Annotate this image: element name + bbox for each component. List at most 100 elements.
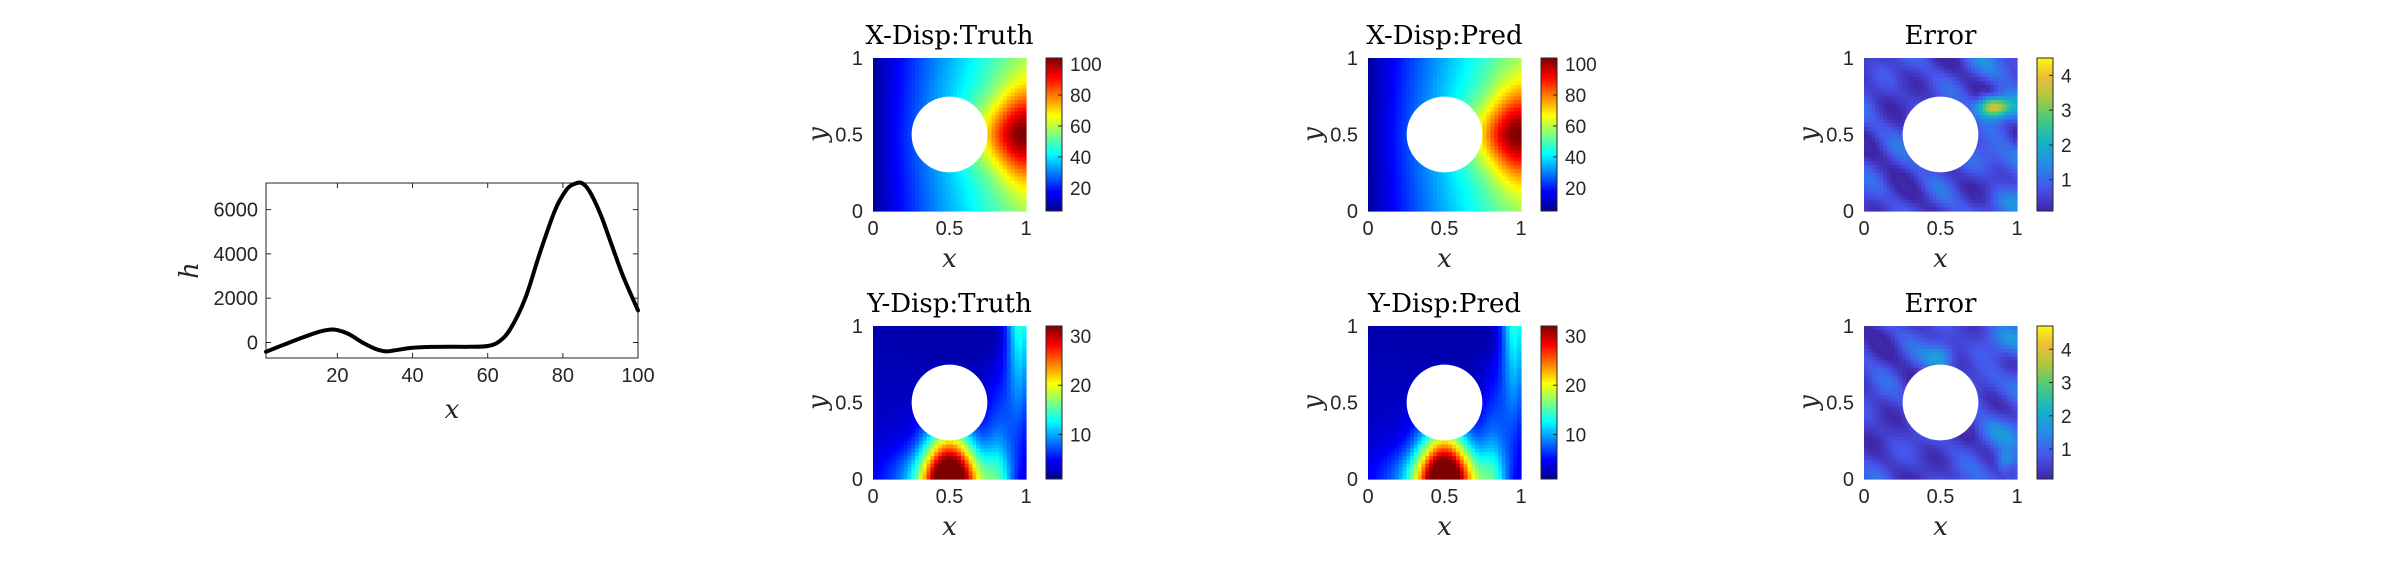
heatmap-cell [1890, 69, 1896, 74]
heatmap-cell [1022, 184, 1027, 189]
heatmap-cell [1974, 58, 1980, 63]
heatmap-cell [1368, 142, 1373, 147]
heatmap-cell [1997, 111, 2003, 116]
heatmap-cell [1003, 168, 1008, 174]
heatmap-cell [1394, 176, 1400, 181]
colorbar-segment [1046, 101, 1062, 105]
colorbar-segment [1046, 152, 1062, 156]
heatmap-cell [957, 77, 962, 82]
heatmap-cell [2009, 115, 2014, 120]
heatmap-cell [1003, 88, 1008, 94]
heatmap-cell [1879, 207, 1884, 212]
heatmap-cell [1925, 188, 1930, 193]
heatmap-cell [938, 65, 943, 71]
heatmap-cell [1490, 149, 1495, 155]
heatmap-cell [930, 184, 935, 189]
heatmap-cell [1440, 73, 1446, 78]
heatmap-cell [884, 107, 889, 113]
heatmap-cell [1494, 149, 1499, 155]
heatmap-cell [1883, 134, 1888, 139]
heatmap-cell [1402, 145, 1407, 151]
heatmap-cell [1444, 61, 1449, 67]
heatmap-cell [1486, 123, 1491, 128]
heatmap-cell [1886, 203, 1892, 208]
heatmap-cell [1517, 149, 1522, 155]
heatmap-cell [1379, 188, 1384, 193]
heatmap-cell [1436, 191, 1442, 197]
heatmap-cell [1371, 126, 1377, 132]
heatmap-cell [1990, 149, 1995, 155]
heatmap-cell [1022, 138, 1027, 143]
heatmap-cell [895, 96, 901, 101]
heatmap-cell [1513, 96, 1518, 101]
heatmap-cell [1486, 165, 1491, 170]
heatmap-cell [1490, 77, 1495, 82]
heatmap-cell [1864, 157, 1869, 162]
heatmap-cell [1994, 142, 1999, 147]
heatmap-cell [1478, 195, 1484, 201]
heatmap-cell [1379, 77, 1384, 82]
heatmap-cell [884, 176, 889, 181]
heatmap-cell [1406, 100, 1411, 105]
heatmap-cell [1875, 184, 1880, 189]
heatmap-cell [1990, 153, 1995, 159]
heatmap-cell [918, 199, 924, 204]
heatmap-cell [941, 80, 947, 86]
heatmap-cell [1967, 69, 1972, 74]
heatmap-cell [1498, 107, 1503, 113]
heatmap-cell [1379, 149, 1384, 155]
heatmap-cell [922, 188, 928, 193]
heatmap-cell [1394, 153, 1400, 159]
heatmap-cell [1997, 107, 2003, 113]
heatmap-cell [2013, 203, 2018, 208]
heatmap-cell [880, 88, 886, 94]
heatmap-cell [1375, 84, 1381, 90]
heatmap-cell [1967, 199, 1972, 204]
heatmap-cell [1379, 119, 1384, 124]
heatmap-cell [1890, 199, 1896, 204]
heatmap-cell [907, 168, 912, 174]
heatmap-cell [1425, 80, 1430, 86]
heatmap-cell [1936, 203, 1942, 208]
heatmap-cell [1368, 180, 1373, 185]
heatmap-cell [1394, 184, 1400, 189]
heatmap-cell [1375, 153, 1381, 159]
heatmap-cell [1471, 58, 1476, 63]
heatmap-cell [922, 172, 928, 178]
heatmap-cell [1371, 73, 1377, 78]
heatmap-cell [915, 176, 920, 181]
heatmap-cell [1486, 134, 1491, 139]
heatmap-cell [1871, 195, 1877, 201]
heatmap-cell [1951, 168, 1957, 174]
heatmap-cell [915, 88, 920, 94]
heatmap-cell [892, 103, 897, 109]
heatmap-cell [1475, 199, 1480, 204]
heatmap-cell [888, 203, 893, 208]
colorbar-tick-label: 80 [1070, 86, 1091, 107]
heatmap-cell [995, 73, 1000, 78]
heatmap-cell [1505, 80, 1511, 86]
heatmap-cell [1509, 61, 1514, 67]
heatmap-cell [1990, 73, 1995, 78]
heatmap-cell [873, 103, 878, 109]
heatmap-cell [1421, 176, 1426, 181]
heatmap-cell [1886, 84, 1892, 90]
heatmap-cell [1963, 84, 1968, 90]
heatmap-cell [1425, 180, 1430, 185]
heatmap-cell [1498, 103, 1503, 109]
heatmap-cell [1440, 199, 1446, 204]
heatmap-cell [1955, 69, 1961, 74]
heatmap-cell [892, 195, 897, 201]
heatmap-cell [1867, 184, 1873, 189]
heatmap-cell [991, 77, 996, 82]
heatmap-cell [930, 77, 935, 82]
heatmap-cell [1379, 111, 1384, 116]
heatmap-cell [1509, 161, 1514, 166]
y-tick-label: 0 [852, 201, 863, 223]
heatmap-cell [888, 88, 893, 94]
heatmap-cell [1505, 77, 1511, 82]
heatmap-cell [1390, 58, 1396, 63]
heatmap-cell [1990, 188, 1995, 193]
colorbar-segment [1046, 162, 1062, 166]
heatmap-cell [1886, 92, 1892, 97]
